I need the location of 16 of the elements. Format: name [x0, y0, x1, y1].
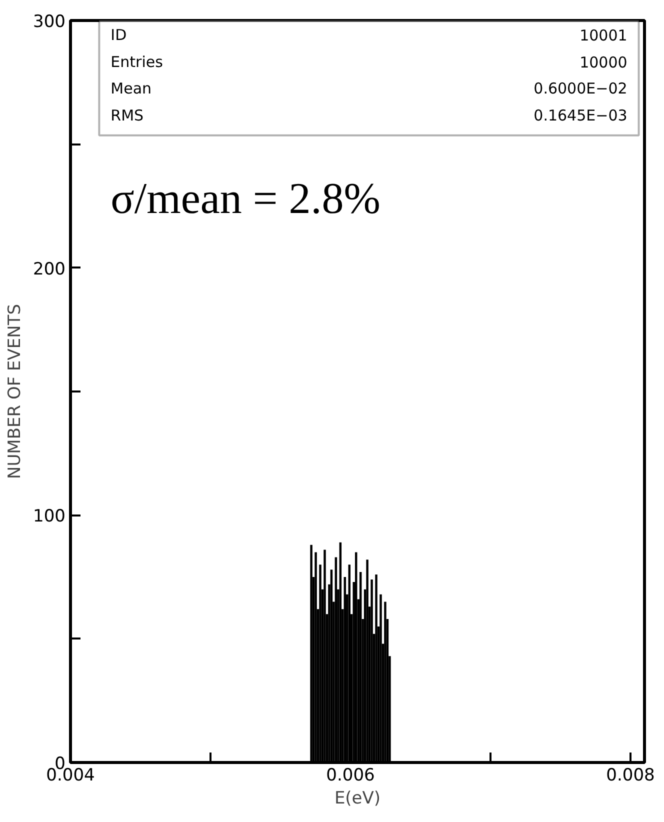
y-tick-label: 300	[33, 12, 66, 32]
annotation: Mean	[110, 80, 152, 98]
x-axis-title: E(eV)	[334, 788, 381, 808]
y-tick-label: 100	[33, 506, 66, 527]
annotation: RMS	[110, 106, 144, 124]
annotation: 10001	[580, 26, 628, 45]
annotation: ID	[110, 26, 127, 44]
annotation: 0.1645E−03	[534, 106, 628, 124]
annotation: 10000	[580, 53, 628, 72]
annotation: Entries	[110, 52, 164, 71]
y-tick-label: 200	[33, 259, 66, 280]
x-tick-label: 0.008	[606, 766, 655, 786]
y-axis-title: NUMBER OF EVENTS	[5, 304, 26, 480]
x-tick-label: 0.006	[326, 766, 375, 786]
annotation: 0.6000E−02	[534, 80, 628, 98]
annotation: σ/mean = 2.8%	[110, 174, 380, 224]
